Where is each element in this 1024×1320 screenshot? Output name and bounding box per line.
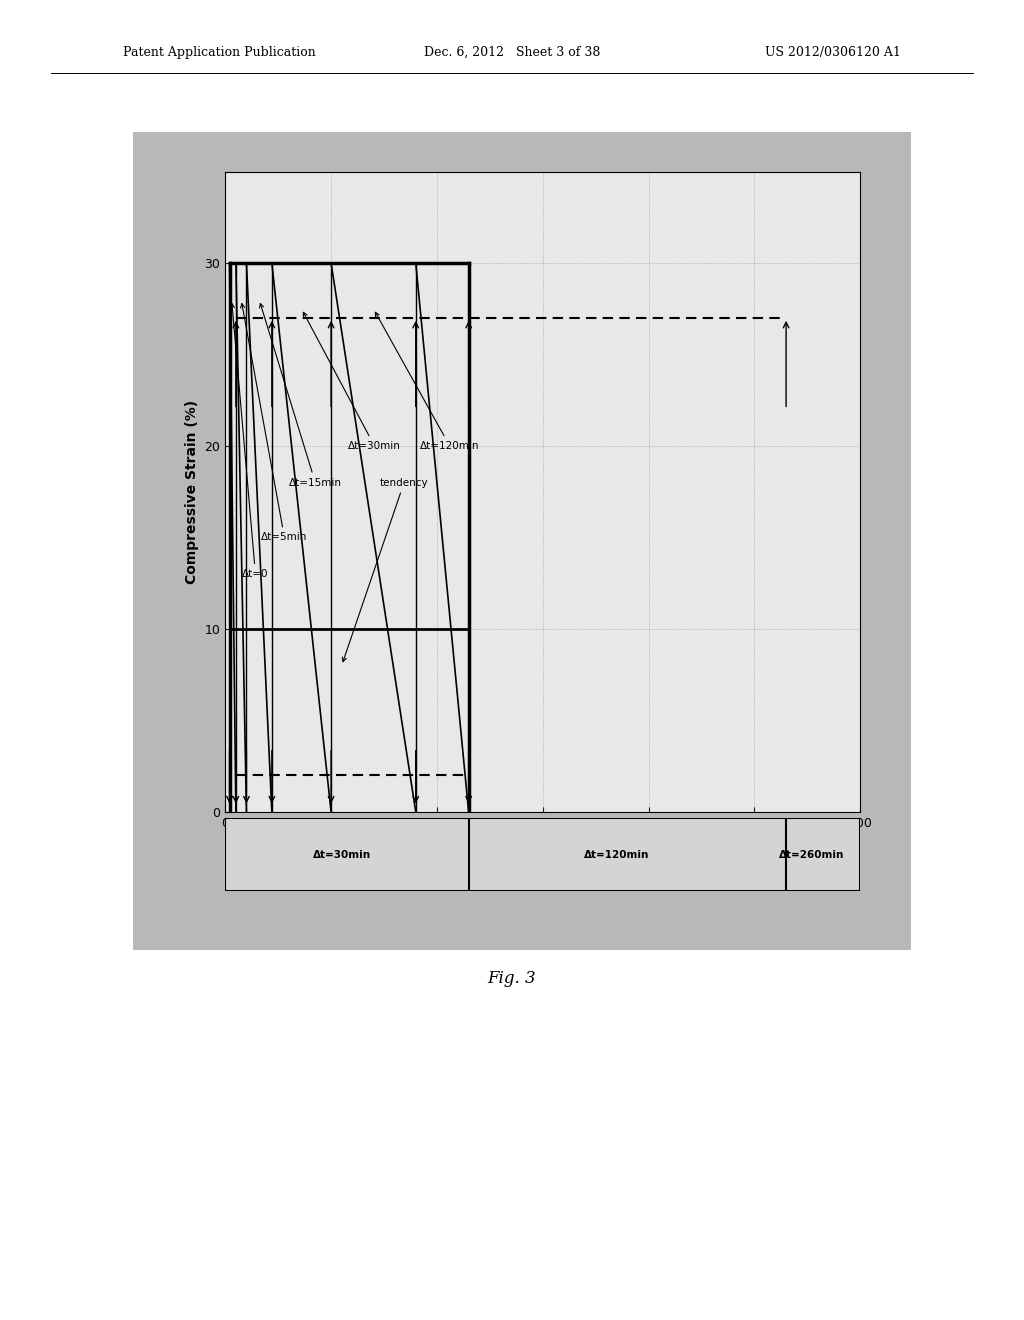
X-axis label: Time (minute): Time (minute): [487, 836, 598, 849]
Text: Δt=30min: Δt=30min: [312, 850, 371, 859]
Text: Δt=5min: Δt=5min: [241, 304, 307, 543]
Text: Δt=0: Δt=0: [230, 304, 268, 579]
Text: tendency: tendency: [342, 478, 428, 661]
Text: Δt=120min: Δt=120min: [584, 850, 649, 859]
Text: Fig. 3: Fig. 3: [487, 970, 537, 987]
Text: Patent Application Publication: Patent Application Publication: [123, 46, 315, 59]
Text: Dec. 6, 2012   Sheet 3 of 38: Dec. 6, 2012 Sheet 3 of 38: [424, 46, 600, 59]
Text: Δt=260min: Δt=260min: [779, 850, 844, 859]
Y-axis label: Compressive Strain (%): Compressive Strain (%): [185, 400, 199, 583]
Text: Δt=15min: Δt=15min: [259, 304, 342, 487]
Text: Δt=30min: Δt=30min: [303, 313, 401, 451]
Text: Δt=120min: Δt=120min: [376, 313, 479, 451]
Text: US 2012/0306120 A1: US 2012/0306120 A1: [765, 46, 901, 59]
